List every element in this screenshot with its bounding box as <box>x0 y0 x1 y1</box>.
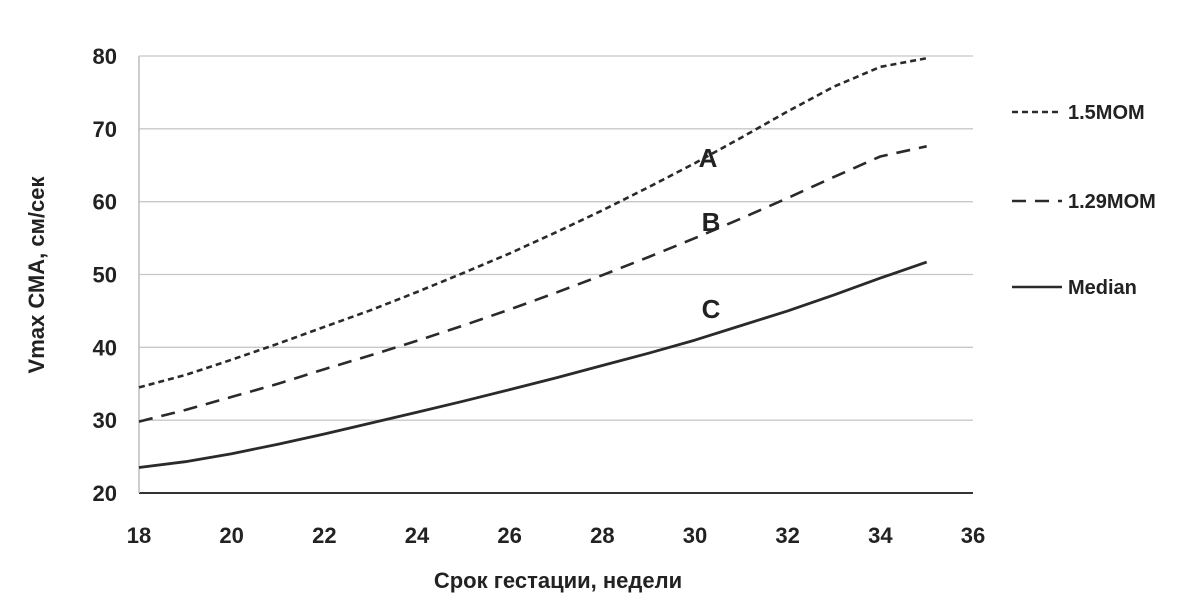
x-tick-label: 22 <box>312 523 336 548</box>
series-lines <box>138 56 928 469</box>
x-tick-label: 36 <box>961 523 985 548</box>
series-line-1 <box>138 56 927 389</box>
y-axis-title: Vmax СМА, см/сек <box>24 176 49 374</box>
axes <box>138 56 973 494</box>
legend-label: 1.29MOM <box>1068 191 1156 213</box>
legend-label: Median <box>1068 277 1137 299</box>
x-tick-label: 34 <box>868 523 893 548</box>
y-tick-label: 20 <box>93 481 117 506</box>
y-tick-label: 50 <box>93 263 117 288</box>
x-tick-label: 18 <box>127 523 151 548</box>
x-tick-label: 24 <box>405 523 430 548</box>
tick-labels: 20 30 40 50 60 70 80 18 20 22 24 26 28 30 32 34 36 <box>93 44 986 548</box>
curve-labels: A B C <box>699 143 721 324</box>
series-line-2 <box>138 145 927 423</box>
x-tick-label: 26 <box>497 523 521 548</box>
curve-label-a: A <box>699 143 718 173</box>
y-tick-label: 40 <box>93 335 117 360</box>
y-tick-label: 60 <box>93 190 117 215</box>
legend: 1.5MOM 1.29MOM Median <box>1012 102 1156 299</box>
y-tick-label: 80 <box>93 44 117 69</box>
x-tick-label: 32 <box>775 523 799 548</box>
series-line-3 <box>138 260 928 469</box>
legend-label: 1.5MOM <box>1068 102 1145 124</box>
x-tick-label: 28 <box>590 523 614 548</box>
curve-label-b: B <box>702 207 721 237</box>
x-tick-label: 30 <box>683 523 707 548</box>
x-tick-label: 20 <box>219 523 243 548</box>
y-tick-label: 30 <box>93 408 117 433</box>
y-tick-label: 70 <box>93 117 117 142</box>
curve-label-c: C <box>702 294 721 324</box>
x-axis-title: Срок гестации, недели <box>434 568 682 593</box>
gridlines <box>139 55 973 421</box>
